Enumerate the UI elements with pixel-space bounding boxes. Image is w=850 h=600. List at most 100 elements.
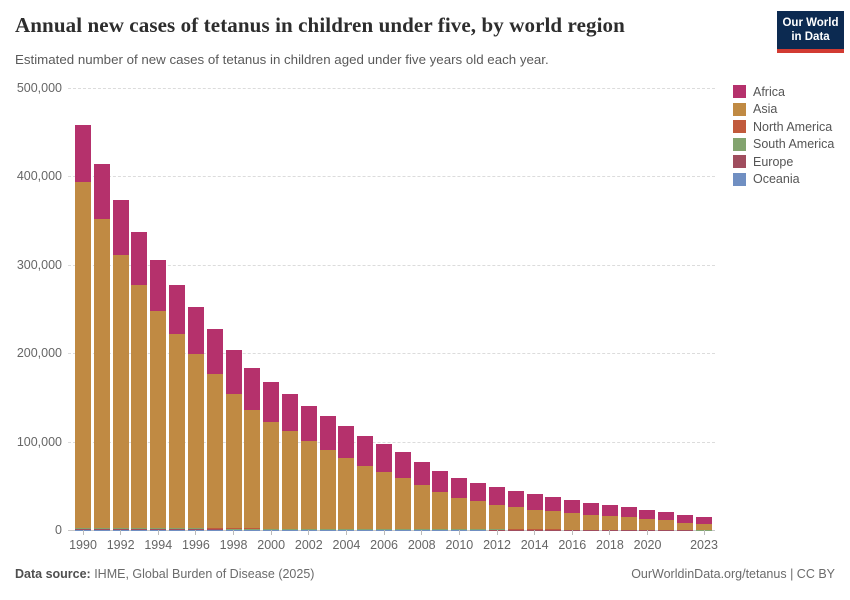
bar-2010 bbox=[451, 88, 468, 530]
bar-segment-1990-europe bbox=[75, 529, 91, 530]
bar-2021 bbox=[658, 88, 675, 530]
bar-2015 bbox=[545, 88, 562, 530]
bar-segment-1992-south-america bbox=[112, 528, 129, 530]
owid-logo-line1: Our World bbox=[782, 17, 839, 29]
bar-segment-2006-asia bbox=[376, 471, 392, 529]
legend-item-europe: Europe bbox=[733, 155, 834, 169]
bar-1996 bbox=[187, 88, 204, 530]
bar-segment-1992-asia bbox=[112, 254, 129, 528]
bar-segment-2004-south-america bbox=[338, 529, 355, 530]
footer-link[interactable]: OurWorldinData.org/tetanus bbox=[631, 567, 787, 581]
bar-segment-1999-africa bbox=[244, 367, 261, 410]
legend-item-oceania: Oceania bbox=[733, 172, 834, 187]
x-axis-label-2018: 2018 bbox=[596, 538, 624, 552]
x-axis-label-2012: 2012 bbox=[483, 538, 511, 552]
bar-segment-1991-europe bbox=[93, 529, 110, 530]
bar-segment-2003-asia bbox=[319, 449, 336, 529]
x-tick-1990 bbox=[82, 530, 84, 535]
owid-logo[interactable]: Our World in Data bbox=[777, 11, 844, 53]
oceania-label: Oceania bbox=[753, 172, 800, 187]
bar-segment-2023-asia bbox=[695, 524, 712, 530]
bar-segment-2019-africa bbox=[620, 506, 637, 518]
europe-swatch bbox=[733, 155, 746, 169]
bar-1993 bbox=[131, 88, 148, 530]
gridline-400000 bbox=[68, 176, 715, 178]
bar-segment-1992-africa bbox=[112, 199, 129, 255]
x-axis-label-2016: 2016 bbox=[558, 538, 587, 552]
bar-segment-2014-asia bbox=[526, 509, 543, 530]
bar-1991 bbox=[93, 88, 110, 530]
africa-label: Africa bbox=[753, 84, 785, 99]
bar-1998 bbox=[225, 88, 242, 530]
bar-1997 bbox=[206, 88, 223, 530]
bar-segment-2010-africa bbox=[451, 478, 468, 498]
bar-2019 bbox=[620, 88, 637, 530]
bar-segment-1995-africa bbox=[169, 285, 186, 335]
bar-segment-2002-africa bbox=[300, 405, 317, 441]
bar-2007 bbox=[394, 88, 411, 530]
bar-segment-2004-asia bbox=[338, 457, 355, 529]
bar-segment-1996-asia bbox=[187, 354, 204, 529]
bar-2016 bbox=[564, 88, 581, 530]
bar-segment-2015-africa bbox=[545, 497, 562, 512]
bar-segment-2013-africa bbox=[507, 490, 524, 508]
bar-segment-2000-africa bbox=[263, 381, 280, 422]
bar-segment-2008-africa bbox=[413, 461, 430, 485]
bar-segment-2017-asia bbox=[582, 515, 599, 530]
legend-item-asia: Asia bbox=[733, 102, 834, 116]
x-tick-1994 bbox=[157, 530, 159, 535]
bar-segment-2011-asia bbox=[470, 501, 487, 530]
y-axis-label-400000: 400,000 bbox=[16, 169, 62, 184]
bar-segment-1994-africa bbox=[150, 260, 167, 311]
bar-segment-1999-south-america bbox=[244, 528, 261, 530]
bar-segment-2008-asia bbox=[413, 484, 430, 530]
x-axis-label-1996: 1996 bbox=[182, 538, 210, 552]
bar-segment-2021-africa bbox=[658, 511, 675, 521]
legend-item-south-america: South America bbox=[733, 137, 834, 151]
x-axis-label-2010: 2010 bbox=[445, 538, 474, 552]
bar-segment-1998-africa bbox=[225, 349, 242, 394]
x-tick-1998 bbox=[233, 530, 235, 535]
bar-segment-2014-africa bbox=[526, 494, 543, 510]
footer-license: | CC BY bbox=[786, 567, 835, 581]
north-america-label: North America bbox=[753, 119, 833, 134]
x-axis-label-2023: 2023 bbox=[690, 538, 718, 552]
bar-segment-2003-south-america bbox=[319, 528, 336, 530]
bar-2013 bbox=[507, 88, 524, 530]
bar-segment-1994-asia bbox=[150, 310, 167, 528]
bar-segment-1996-south-america bbox=[187, 528, 204, 530]
x-tick-2004 bbox=[345, 530, 347, 535]
bar-segment-2020-asia bbox=[639, 518, 656, 530]
bar-segment-1994-south-america bbox=[150, 528, 167, 530]
gridline-300000 bbox=[68, 264, 715, 266]
bar-segment-2000-south-america bbox=[263, 528, 280, 530]
bar-segment-2003-africa bbox=[319, 416, 336, 450]
bar-2018 bbox=[601, 88, 618, 530]
x-axis-label-2002: 2002 bbox=[294, 538, 323, 552]
x-axis-label-2020: 2020 bbox=[633, 538, 662, 552]
bar-segment-1996-africa bbox=[187, 307, 204, 355]
x-tick-2008 bbox=[421, 530, 423, 535]
x-tick-2020 bbox=[647, 530, 649, 535]
bar-1999 bbox=[244, 88, 261, 530]
bar-segment-2013-asia bbox=[507, 507, 524, 530]
chart-title: Annual new cases of tetanus in children … bbox=[15, 13, 625, 37]
asia-swatch bbox=[733, 102, 746, 116]
footer-right: OurWorldinData.org/tetanus | CC BY bbox=[631, 567, 835, 581]
bar-2003 bbox=[319, 88, 336, 530]
bar-2005 bbox=[357, 88, 374, 530]
bar-segment-2011-africa bbox=[470, 482, 487, 502]
bar-segment-2007-asia bbox=[394, 478, 411, 529]
bar-segment-1997-asia bbox=[206, 374, 223, 529]
legend-item-north-america: North America bbox=[733, 119, 834, 134]
bar-segment-2006-africa bbox=[376, 444, 392, 472]
x-tick-1996 bbox=[195, 530, 197, 535]
bar-segment-2006-south-america bbox=[376, 529, 392, 530]
x-axis-label-2008: 2008 bbox=[407, 538, 436, 552]
bar-2011 bbox=[470, 88, 487, 530]
bar-segment-2001-asia bbox=[281, 431, 298, 529]
y-axis-label-100000: 100,000 bbox=[16, 434, 62, 449]
bar-segment-2020-africa bbox=[639, 509, 656, 519]
bar-2002 bbox=[300, 88, 317, 530]
bar-2023 bbox=[695, 88, 712, 530]
